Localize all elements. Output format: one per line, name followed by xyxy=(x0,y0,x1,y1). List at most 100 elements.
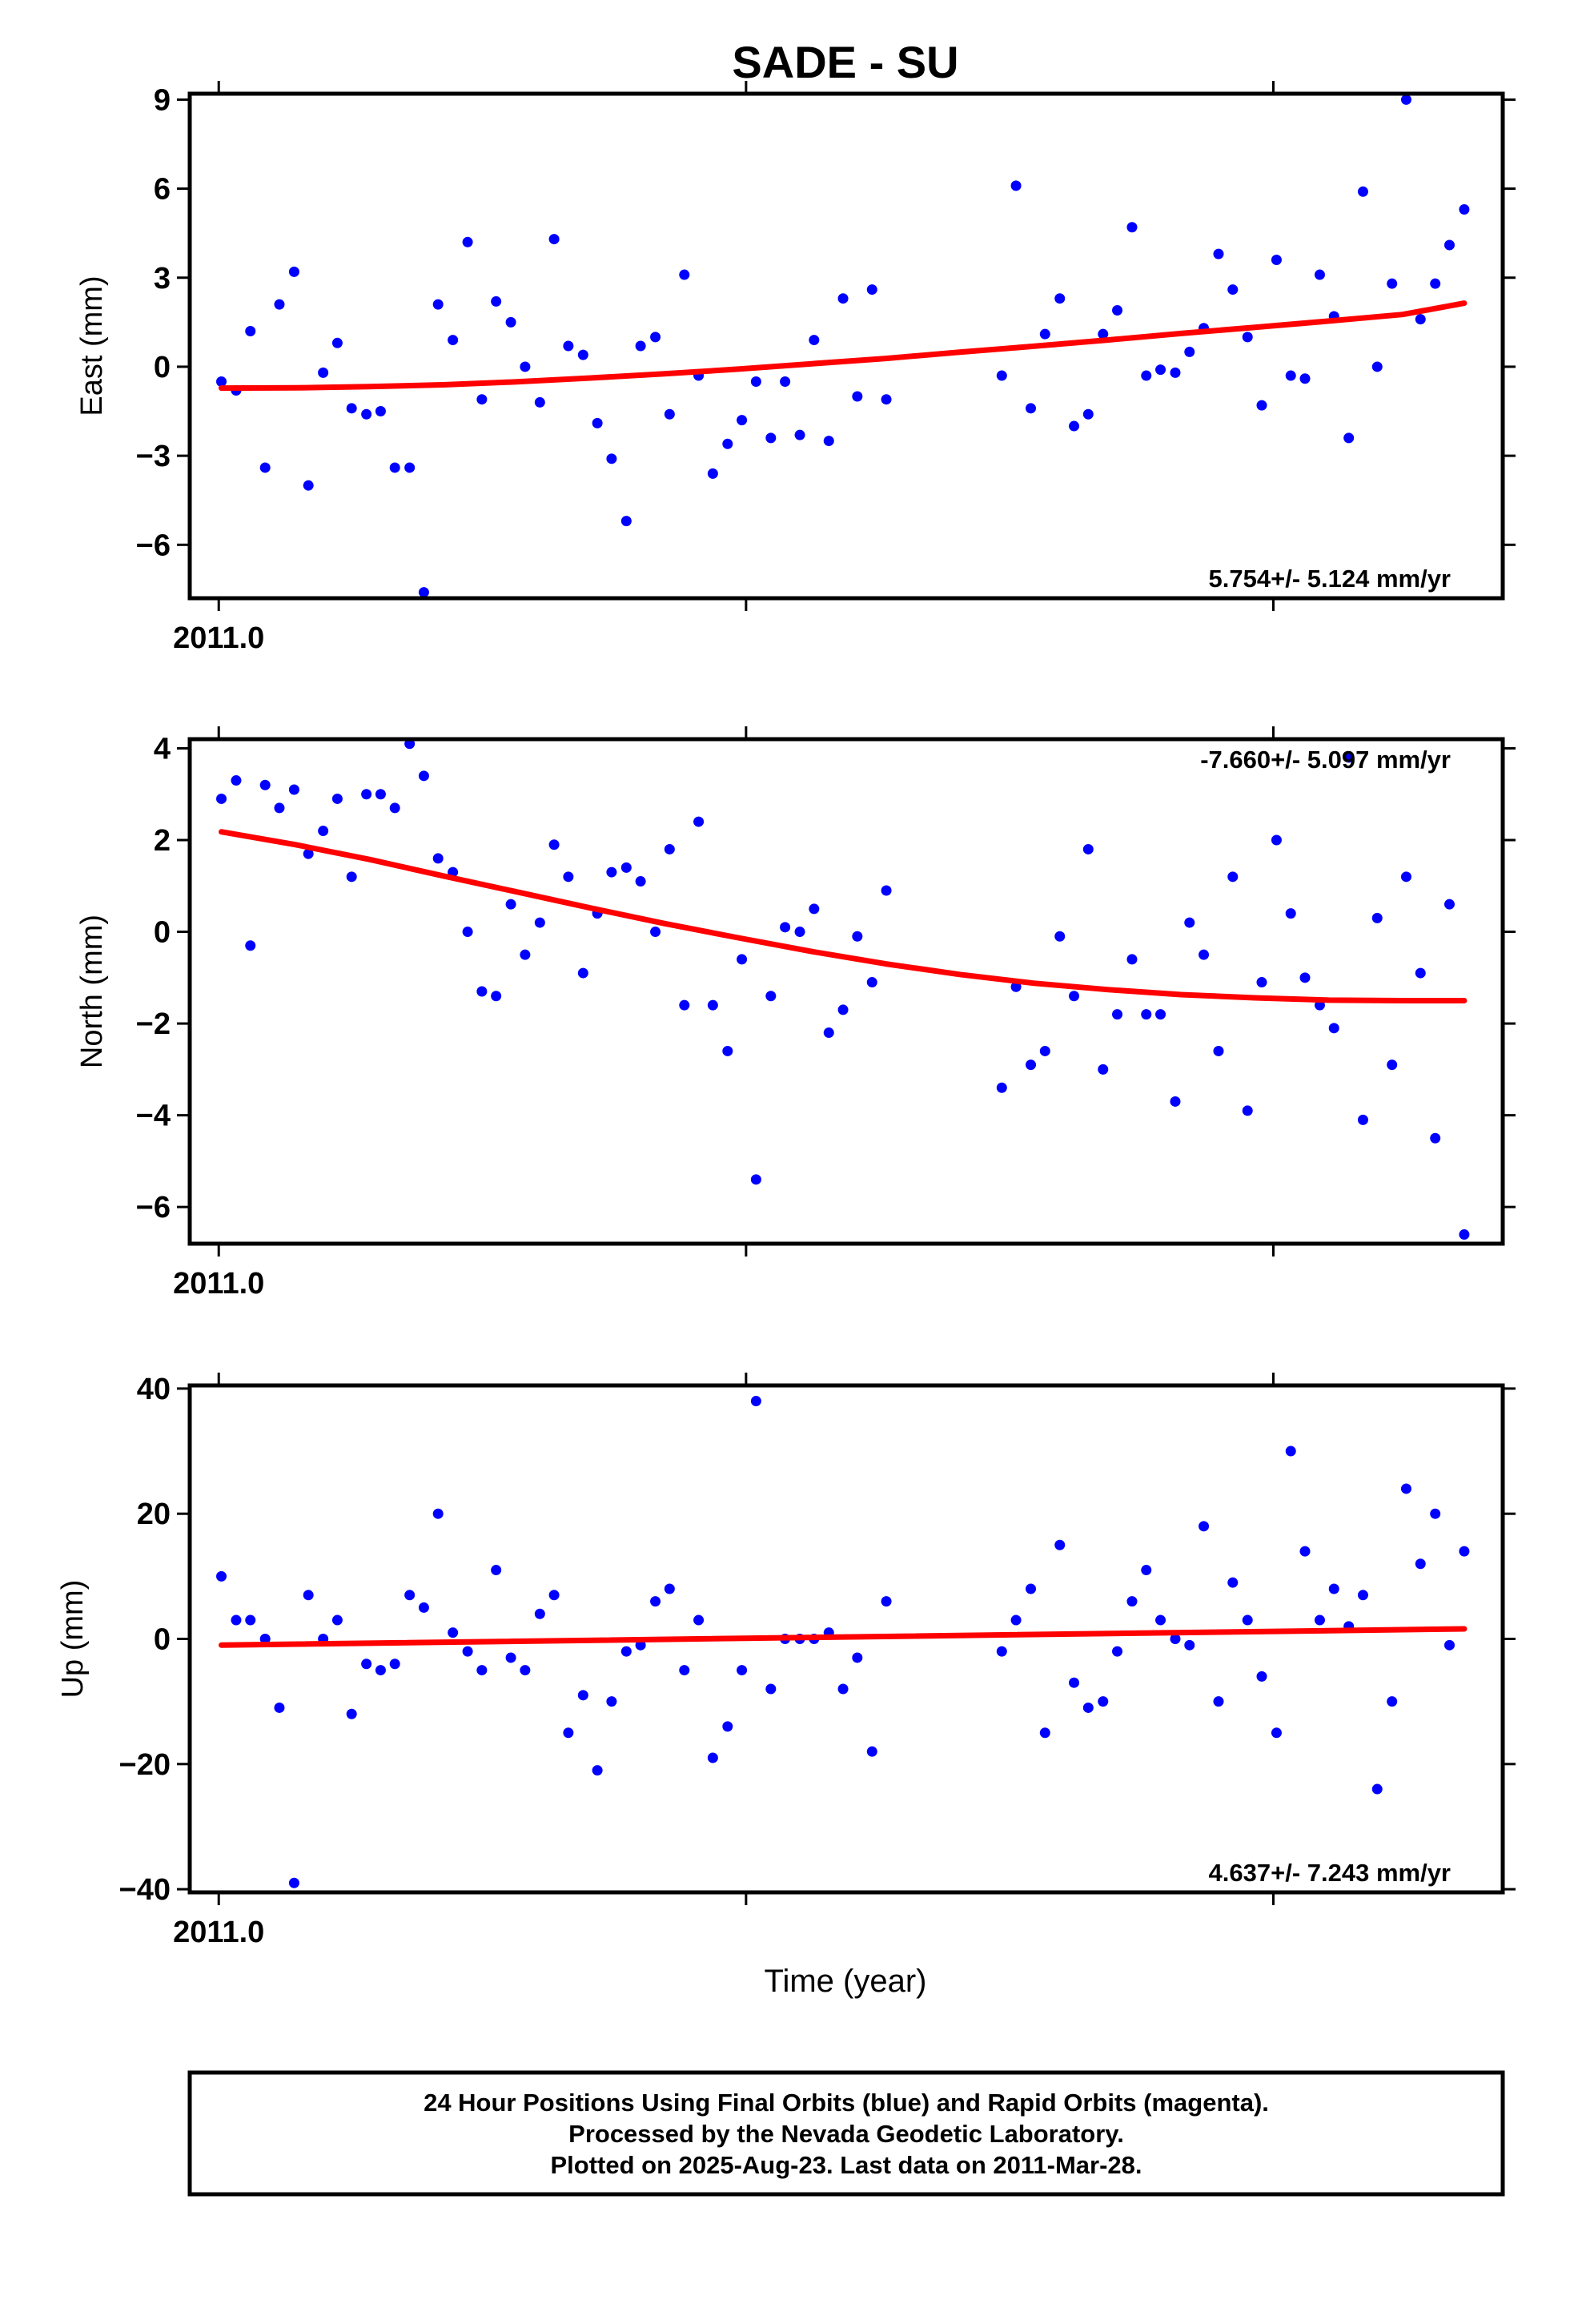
up-data-point xyxy=(346,1708,357,1719)
footer-line-1: 24 Hour Positions Using Final Orbits (bl… xyxy=(424,2089,1269,2117)
north-data-point xyxy=(1155,1009,1166,1020)
footer-line-3: Plotted on 2025-Aug-23. Last data on 201… xyxy=(550,2151,1142,2179)
east-data-point xyxy=(1155,364,1166,376)
up-data-point xyxy=(866,1746,877,1757)
x-axis-label: Time (year) xyxy=(765,1964,927,1999)
up-xtick-label: 2011.0 xyxy=(173,1916,264,1949)
up-ytick-label: −40 xyxy=(119,1873,171,1907)
up-data-point xyxy=(491,1565,502,1576)
east-data-point xyxy=(404,462,416,473)
up-data-point xyxy=(1271,1727,1282,1739)
east-data-point xyxy=(664,408,675,420)
north-fit-line xyxy=(219,829,1468,1003)
east-data-point xyxy=(750,376,761,387)
up-data-point xyxy=(852,1652,863,1663)
up-data-point xyxy=(1400,1483,1411,1494)
east-rate-label: 5.754+/- 5.124 mm/yr xyxy=(1209,565,1451,593)
north-data-point xyxy=(491,991,502,1002)
east-data-point xyxy=(606,453,617,464)
east-data-point xyxy=(1082,408,1094,420)
north-data-point xyxy=(794,927,805,938)
up-data-point xyxy=(1170,1634,1181,1644)
up-frame xyxy=(187,1383,1505,1895)
north-data xyxy=(216,739,1470,1240)
north-data-point xyxy=(432,853,444,864)
north-data-point xyxy=(1343,752,1355,763)
east-data-point xyxy=(1054,293,1066,304)
east-data-point xyxy=(1314,269,1325,280)
east-data-point xyxy=(534,396,545,408)
up-data-point xyxy=(1328,1583,1339,1594)
up-data-point xyxy=(331,1614,343,1626)
east-data-point xyxy=(650,332,661,343)
north-data-point xyxy=(996,1082,1007,1093)
east-data-point xyxy=(1098,328,1109,340)
north-data-point xyxy=(1285,908,1296,919)
north-data-point xyxy=(809,903,820,915)
east-data-point xyxy=(722,438,733,449)
north-data-point xyxy=(823,1027,834,1039)
east-data-point xyxy=(1213,248,1224,259)
north-data-point xyxy=(318,826,329,837)
east-data-point xyxy=(592,417,603,428)
east-data-point xyxy=(707,468,718,479)
up-fit-line xyxy=(219,1626,1468,1648)
east-data-point xyxy=(346,403,357,414)
up-data-point xyxy=(664,1583,675,1594)
north-frame xyxy=(187,737,1505,1246)
north-data-point xyxy=(462,927,473,938)
north-data-point xyxy=(679,999,690,1011)
east-xtick-label: 2011.0 xyxy=(173,621,264,655)
up-data-point xyxy=(245,1614,256,1626)
east-data-point xyxy=(520,361,531,372)
east-data-point xyxy=(1488,0,1498,6)
east-data-point xyxy=(577,349,588,360)
up-rate-label: 4.637+/- 7.243 mm/yr xyxy=(1209,1859,1451,1887)
north-data-point xyxy=(245,940,256,951)
up-data-point xyxy=(534,1608,545,1619)
up-data-point xyxy=(303,1590,314,1601)
east-data-point xyxy=(491,296,502,307)
north-data-point xyxy=(866,977,877,988)
north-data-point xyxy=(418,770,429,782)
north-data-point xyxy=(1328,1023,1339,1034)
up-data-point xyxy=(650,1596,661,1607)
north-data-point xyxy=(216,793,227,804)
north-ytick-label: −6 xyxy=(136,1191,171,1224)
north-data-point xyxy=(288,784,299,795)
east-ytick-label: 9 xyxy=(154,83,171,117)
north-data-point xyxy=(563,871,574,883)
north-data-point xyxy=(476,986,488,997)
north-data-point xyxy=(852,931,863,942)
up-data-point xyxy=(288,1877,299,1888)
up-data xyxy=(216,1396,1470,1888)
east-data-point xyxy=(1430,278,1441,289)
north-data-point xyxy=(1400,871,1411,883)
north-data-point xyxy=(635,876,646,887)
north-data-point xyxy=(1430,1132,1441,1144)
east-data-point xyxy=(1299,373,1311,384)
north-data-point xyxy=(1112,1009,1123,1020)
north-data-point xyxy=(765,991,777,1002)
east-data-point xyxy=(216,376,227,387)
up-data-point xyxy=(548,1590,560,1601)
up-data-point xyxy=(635,1639,646,1651)
north-ytick-label: 2 xyxy=(154,824,171,858)
east-data-point xyxy=(389,462,400,473)
east-frame xyxy=(187,91,1505,601)
up-data-point xyxy=(707,1752,718,1763)
up-data-point xyxy=(259,1634,271,1644)
east-panel: 9 6 3 0 −3 −6 2011.0 East (mm) 5.754+/- 5.124 mm… xyxy=(75,0,1516,655)
north-data-point xyxy=(1082,843,1094,854)
east-data-point xyxy=(1415,314,1426,325)
east-data-point xyxy=(809,335,820,346)
east-data xyxy=(216,0,1498,598)
north-data-point xyxy=(1069,991,1080,1002)
east-data-point xyxy=(1069,420,1080,432)
east-data-point xyxy=(259,462,271,473)
up-data-point xyxy=(837,1683,849,1695)
east-data-point xyxy=(1170,367,1181,378)
east-data-point xyxy=(1010,180,1022,191)
up-ytick-label: 0 xyxy=(154,1623,171,1657)
